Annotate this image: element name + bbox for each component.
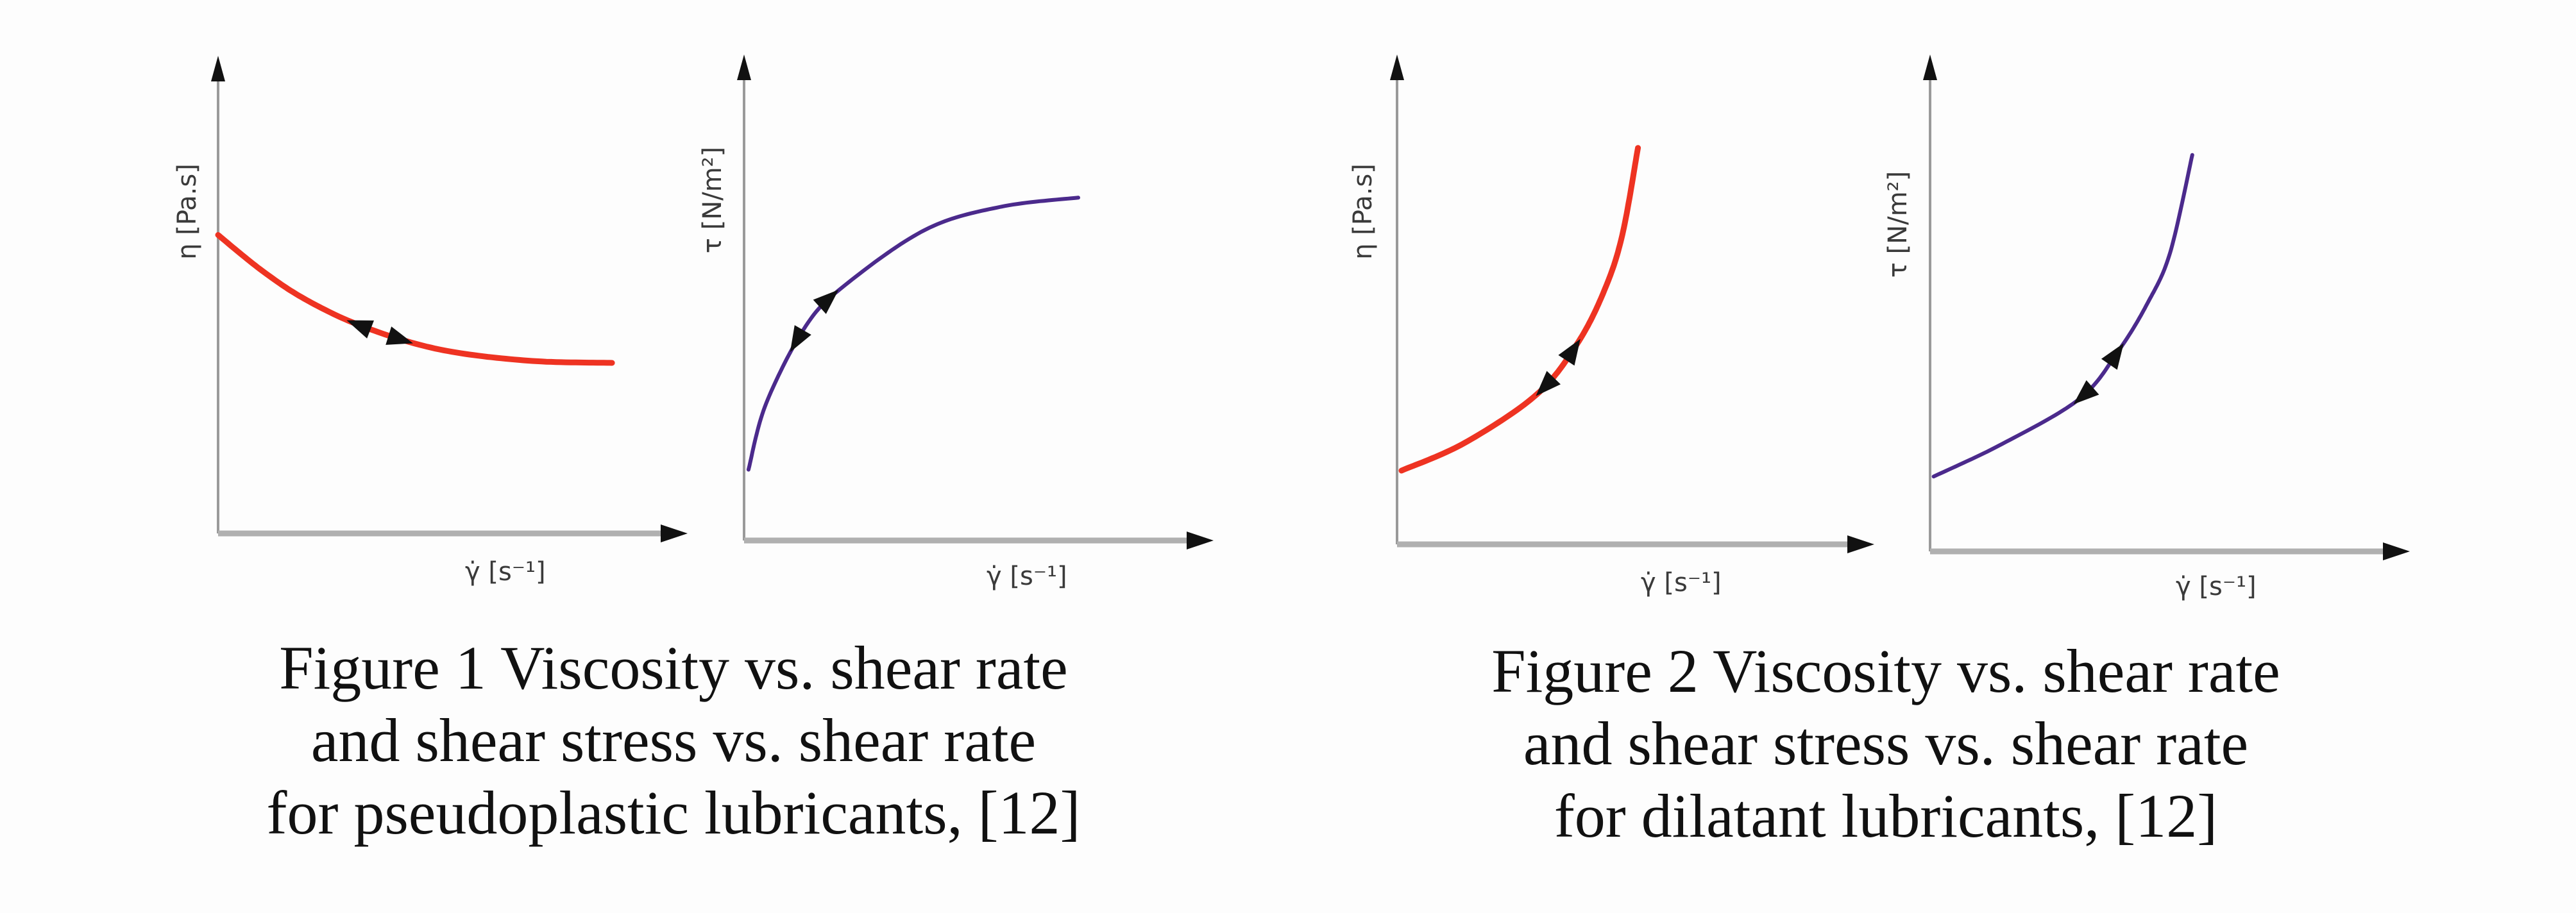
x-axis-label: γ̇ [s⁻¹] [1641,568,1722,598]
x-axis-arrowhead-icon [1847,535,1874,553]
chart-panel-1: η [Pa.s] γ̇ [s⁻¹] [173,56,688,587]
figure-2-caption: Figure 2 Viscosity vs. shear rate and sh… [1405,635,2367,852]
caption-line: and shear stress vs. shear rate [1523,709,2249,778]
caption-line: Figure 2 Viscosity vs. shear rate [1491,637,2280,705]
chart-panel-4: τ [N/m²] γ̇ [s⁻¹] [1883,54,2410,601]
y-axis-label: η [Pa.s] [173,163,202,260]
curve-series-1 [1931,153,2194,479]
caption-line: and shear stress vs. shear rate [310,706,1037,775]
chart-panel-3: η [Pa.s] γ̇ [s⁻¹] [1348,54,1874,598]
direction-arrow-back-icon [346,320,375,339]
direction-arrow-back-icon [2073,380,2099,405]
x-axis-arrowhead-icon [2383,542,2410,560]
y-axis-arrowhead-icon [1390,54,1404,80]
direction-arrow-forward-icon [1558,339,1580,366]
direction-arrow-back-icon [1536,371,1561,396]
y-axis-label: η [Pa.s] [1348,163,1378,260]
curve-series-1 [746,196,1080,472]
x-axis-label: γ̇ [s⁻¹] [2176,572,2257,601]
x-axis-label: γ̇ [s⁻¹] [465,557,546,587]
curve-series-1 [215,232,615,366]
y-axis-arrowhead-icon [211,56,225,81]
y-axis-label: τ [N/m²] [1883,171,1913,278]
chart-panel-2: τ [N/m²] γ̇ [s⁻¹] [698,54,1214,591]
direction-arrow-forward-icon [386,326,413,345]
y-axis-arrowhead-icon [737,54,751,80]
x-axis-arrowhead-icon [1187,532,1214,549]
x-axis-arrowhead-icon [661,524,688,542]
y-axis-label: τ [N/m²] [698,147,727,253]
caption-line: for dilatant lubricants, [12] [1554,782,2218,850]
direction-arrow-forward-icon [813,289,839,314]
x-axis-label: γ̇ [s⁻¹] [987,562,1067,591]
curve-series-1 [1398,145,1641,474]
caption-line: for pseudoplastic lubricants, [12] [266,778,1081,847]
y-axis-arrowhead-icon [1923,54,1937,80]
direction-arrow-forward-icon [2101,343,2124,370]
figure-1-caption: Figure 1 Viscosity vs. shear rate and sh… [192,632,1155,849]
direction-arrow-back-icon [790,325,811,353]
caption-line: Figure 1 Viscosity vs. shear rate [279,633,1068,702]
